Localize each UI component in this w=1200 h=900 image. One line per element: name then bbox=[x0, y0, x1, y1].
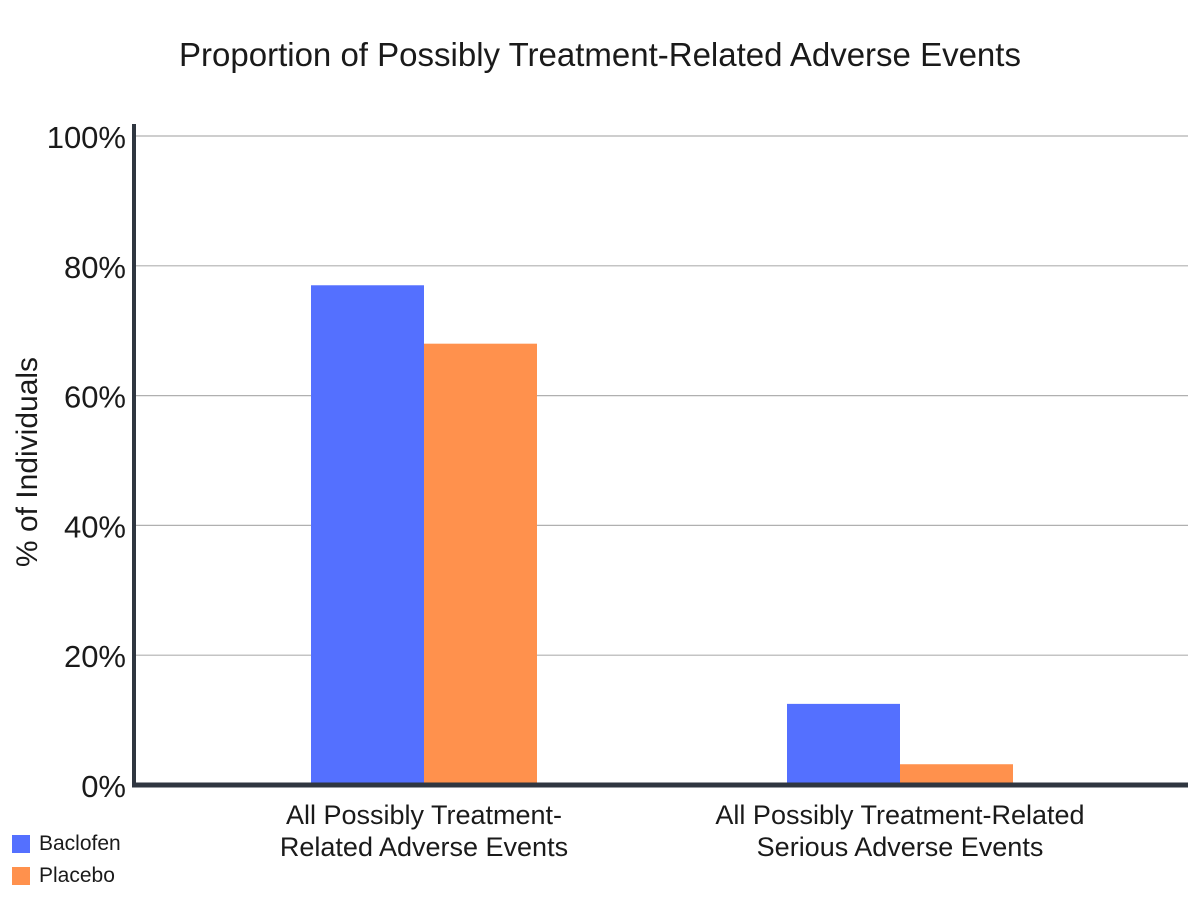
legend-item-placebo: Placebo bbox=[12, 860, 121, 892]
bar-placebo-2 bbox=[900, 764, 1013, 785]
legend-swatch-placebo bbox=[12, 867, 30, 885]
x-category-label-line: All Possibly Treatment- bbox=[286, 800, 562, 830]
y-tick-label-100: 100% bbox=[47, 120, 126, 155]
bar-baclofen-1 bbox=[311, 285, 424, 785]
x-category-label-2: All Possibly Treatment-Related Serious Ad… bbox=[715, 800, 1084, 862]
legend-label-baclofen: Baclofen bbox=[39, 832, 121, 855]
y-tick-label-0: 0% bbox=[81, 769, 126, 804]
x-category-label-line: All Possibly Treatment-Related bbox=[715, 800, 1084, 830]
chart-title: Proportion of Possibly Treatment-Related… bbox=[179, 36, 1021, 73]
y-tick-label-80: 80% bbox=[64, 250, 126, 285]
y-tick-label-20: 20% bbox=[64, 639, 126, 674]
legend-item-baclofen: Baclofen bbox=[12, 828, 121, 860]
legend-swatch-baclofen bbox=[12, 835, 30, 853]
bar-placebo-1 bbox=[424, 343, 537, 785]
x-category-label-1: All Possibly Treatment-Related Adverse E… bbox=[280, 800, 568, 862]
bar-baclofen-2 bbox=[787, 703, 900, 785]
x-category-label-line: Serious Adverse Events bbox=[757, 832, 1044, 862]
legend: Baclofen Placebo bbox=[12, 828, 121, 892]
y-tick-label-40: 40% bbox=[64, 509, 126, 544]
x-category-label-line: Related Adverse Events bbox=[280, 832, 568, 862]
y-tick-label-60: 60% bbox=[64, 380, 126, 415]
legend-label-placebo: Placebo bbox=[39, 864, 115, 887]
